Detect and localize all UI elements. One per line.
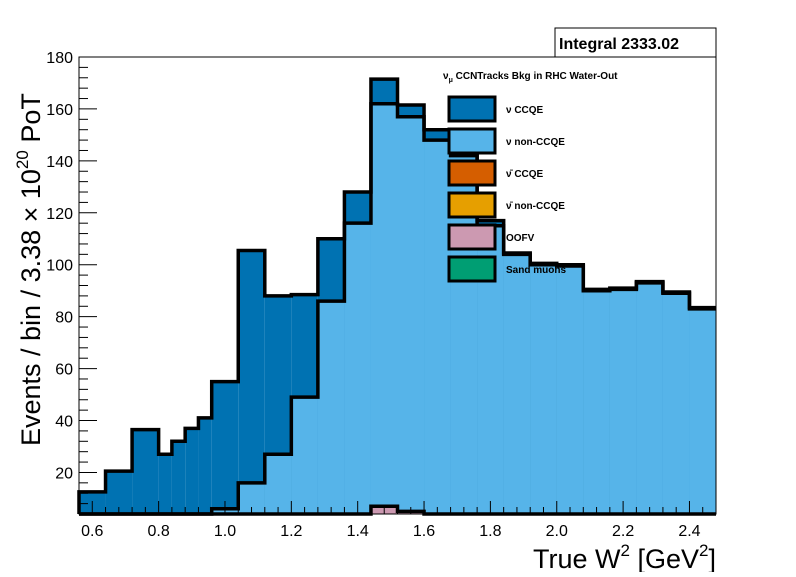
legend-label: ν non-CCQE: [506, 137, 565, 148]
legend-swatch: [447, 223, 497, 251]
bar-non-ccqe-11: [317, 301, 345, 514]
bar-non-ccqe-14: [397, 116, 425, 514]
bar-ccqe-8: [238, 250, 265, 514]
x-tick-label: 2.0: [546, 523, 568, 540]
bar-ccqe-3: [158, 454, 172, 514]
legend-swatch: [447, 95, 497, 123]
legend-title: νμ CCNTracks Bkg in RHC Water-Out: [443, 71, 618, 84]
y-tick-label: 60: [55, 362, 73, 379]
x-tick-label: 0.6: [81, 523, 103, 540]
bar-non-ccqe-25: [689, 308, 716, 514]
bar-ccqe-5: [185, 428, 199, 514]
bar-non-ccqe-24: [662, 293, 690, 514]
y-tick-label: 140: [46, 154, 73, 171]
bar-non-ccqe-18: [503, 254, 531, 514]
y-tick-label: 120: [46, 206, 73, 223]
bar-non-ccqe-19: [530, 264, 557, 514]
legend-swatch: [447, 191, 497, 219]
x-tick-label: 1.8: [479, 523, 501, 540]
bar-ccqe-2: [132, 429, 159, 514]
stats-box: [554, 27, 717, 58]
legend-label: OOFV: [506, 233, 535, 244]
x-tick-label: 1.6: [413, 523, 435, 540]
x-axis-title: True W2 [GeV2]: [533, 541, 716, 572]
bar-non-ccqe-21: [583, 290, 610, 514]
bar-non-ccqe-13: [370, 103, 398, 514]
bar-non-ccqe-9: [264, 454, 292, 514]
legend-swatch: [447, 159, 497, 187]
legend-label: ν̄ CCQE: [506, 169, 544, 180]
legend: ν CCQE ν non-CCQE ν̄ CCQE ν̄ non-CCQE OOFV Sa…: [447, 95, 566, 283]
y-axis-title: Events / bin / 3.38 × 1020 PoT: [13, 93, 46, 446]
x-tick-label: 2.4: [678, 523, 700, 540]
y-tick-label: 80: [55, 310, 73, 327]
y-tick-label: 20: [55, 465, 73, 482]
bar-ccqe-4: [171, 441, 186, 514]
x-tick-label: 1.0: [214, 523, 236, 540]
bar-non-ccqe-15: [424, 140, 451, 514]
legend-label: ν CCQE: [506, 105, 544, 116]
stats-integral-text: Integral 2333.02: [559, 36, 679, 53]
legend-swatch: [447, 255, 497, 283]
bar-non-ccqe-20: [556, 266, 584, 514]
y-tick-label: 180: [46, 50, 73, 67]
bar-ccqe-1: [105, 471, 133, 514]
bar-ccqe-6: [198, 417, 212, 514]
bar-non-ccqe-23: [636, 282, 663, 514]
bar-non-ccqe-10: [291, 397, 318, 514]
bar-non-ccqe-22: [609, 289, 637, 514]
bar-ccqe-7: [211, 381, 239, 514]
legend-swatch: [447, 127, 497, 155]
x-tick-label: 0.8: [148, 523, 170, 540]
legend-label: ν̄ non-CCQE: [506, 201, 565, 212]
x-tick-label: 1.2: [280, 523, 302, 540]
x-tick-label: 2.2: [612, 523, 634, 540]
y-tick-label: 100: [46, 258, 73, 275]
histogram-fills: [79, 79, 716, 515]
axes: 0.6 0.8 1.0 1.2 1.4 1.6 1.8 2.0 2.2 2.4 20 40 60 80 10…: [46, 50, 717, 540]
bar-non-ccqe-12: [344, 223, 371, 514]
x-tick-label: 1.4: [347, 523, 369, 540]
legend-label: Sand muons: [506, 265, 566, 276]
y-tick-label: 40: [55, 414, 73, 431]
y-tick-label: 160: [46, 102, 73, 119]
